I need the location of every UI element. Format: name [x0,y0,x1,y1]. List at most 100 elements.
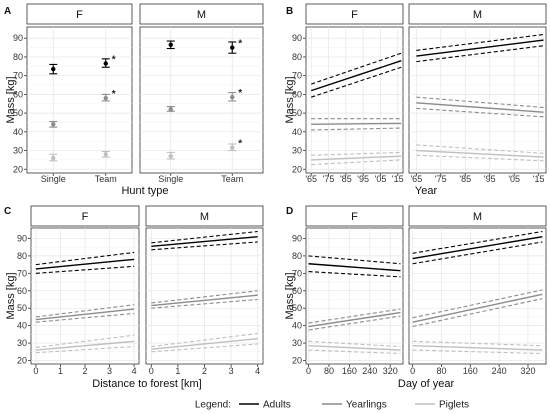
x-tick-label: '95 [484,174,496,184]
plot-area [305,26,404,174]
ci-upper-adults [151,230,258,244]
panel-label: A [4,6,11,17]
facet-f: F Single Team * * [26,3,133,184]
y-axis-title: Mass [kg] [284,76,296,123]
y-axis-title: Mass [kg] [5,272,17,319]
x-tick-label: '15 [392,174,404,184]
point-piglets [51,155,56,161]
facet-strip [305,205,404,227]
facet-strip-label: M [200,211,209,223]
x-axis-title: Distance to forest [km] [92,378,201,390]
y-tick-label: 90 [292,233,302,243]
x-axis-title: Day of year [398,378,455,390]
point-yearlings [168,107,173,112]
ci-upper-yearlings [35,304,135,318]
x-tick-label: 2 [82,366,87,376]
fit-line-yearlings [35,308,135,321]
y-tick-label: 80 [292,52,302,62]
x-tick-label: Team [95,174,117,184]
x-tick-label: '75 [435,174,447,184]
ci-upper-piglets [151,332,258,348]
y-tick-label: 70 [292,268,302,278]
x-tick-label: '75 [323,174,335,184]
ci-lower-piglets [416,154,544,162]
ci-lower-piglets [311,159,402,166]
point-yearlings [103,95,108,101]
facet-f: F '65 '75 '85 '95 '05 '15 [305,3,404,184]
ci-upper-yearlings [416,96,544,109]
x-tick-label: 3 [229,366,234,376]
facet-strip [26,3,133,25]
x-tick-label: 4 [132,366,137,376]
facet-strip [305,3,404,25]
y-axis-title: Mass [kg] [284,272,296,319]
facet-f: F 0 1 2 3 4 [30,205,140,376]
ci-upper-adults [308,255,401,265]
y-tick-label: 40 [292,127,302,137]
x-tick-label: 0 [410,366,415,376]
x-tick-label: '85 [459,174,471,184]
facet-strip [408,3,547,25]
x-tick-label: '85 [340,174,352,184]
point-adults [103,61,108,66]
ci-upper-adults [311,52,402,85]
fit-line-adults [308,263,401,272]
panel-a: A 20 30 40 50 60 70 80 90 Mass [kg] Hunt type F Sing… [4,3,264,197]
x-tick-label: 1 [58,366,63,376]
significance-star: * [238,39,242,50]
y-tick-label: 70 [292,71,302,81]
fit-line-adults [412,236,543,260]
fit-line-piglets [308,344,401,351]
y-tick-label: 20 [13,164,23,174]
plot-area [305,227,404,365]
fit-line-yearlings [416,102,544,113]
y-tick-label: 90 [292,33,302,43]
y-tick-label: 30 [13,146,23,156]
y-tick-label: 40 [292,321,302,331]
x-tick-label: 3 [107,366,112,376]
point-adults [51,66,56,72]
point-piglets [230,145,235,150]
ci-upper-piglets [311,151,402,156]
x-tick-label: 160 [342,366,357,376]
ci-lower-adults [311,66,402,98]
x-tick-label: 240 [492,366,507,376]
panel-label: B [286,6,293,17]
facet-strip [139,3,264,25]
y-tick-label: 90 [17,233,27,243]
x-tick-label: '65 [305,174,317,184]
ci-lower-yearlings [416,107,544,118]
facet-strip [145,205,264,227]
significance-star: * [112,55,116,66]
fit-line-yearlings [151,294,258,307]
y-tick-label: 70 [13,71,23,81]
y-tick-label: 20 [17,356,27,366]
facet-strip-label: M [197,9,206,21]
fit-line-yearlings [308,311,401,328]
x-tick-label: '05 [375,174,387,184]
y-tick-label: 20 [292,164,302,174]
x-tick-label: Single [158,174,183,184]
x-tick-label: 80 [324,366,334,376]
plot-area [408,227,547,365]
x-tick-label: 1 [175,366,180,376]
facet-m: M 0 1 2 3 4 [145,205,264,376]
legend-label-yearlings: Yearlings [346,400,387,411]
y-tick-label: 90 [13,33,23,43]
fit-line-adults [310,60,402,92]
y-tick-label: 60 [13,89,23,99]
y-tick-label: 30 [292,146,302,156]
significance-star: * [112,89,116,100]
facet-strip-label: F [351,211,358,223]
facet-strip-label: F [351,9,358,21]
fit-line-yearlings [412,293,543,323]
x-tick-label: Single [41,174,66,184]
ci-lower-yearlings [311,127,402,131]
ci-lower-adults [412,241,543,265]
y-tick-label: 50 [292,108,302,118]
facet-f: F 0 80 160 240 320 [305,205,404,376]
x-tick-label: 80 [436,366,446,376]
fit-line-adults [416,39,544,57]
fit-line-piglets [311,155,402,161]
